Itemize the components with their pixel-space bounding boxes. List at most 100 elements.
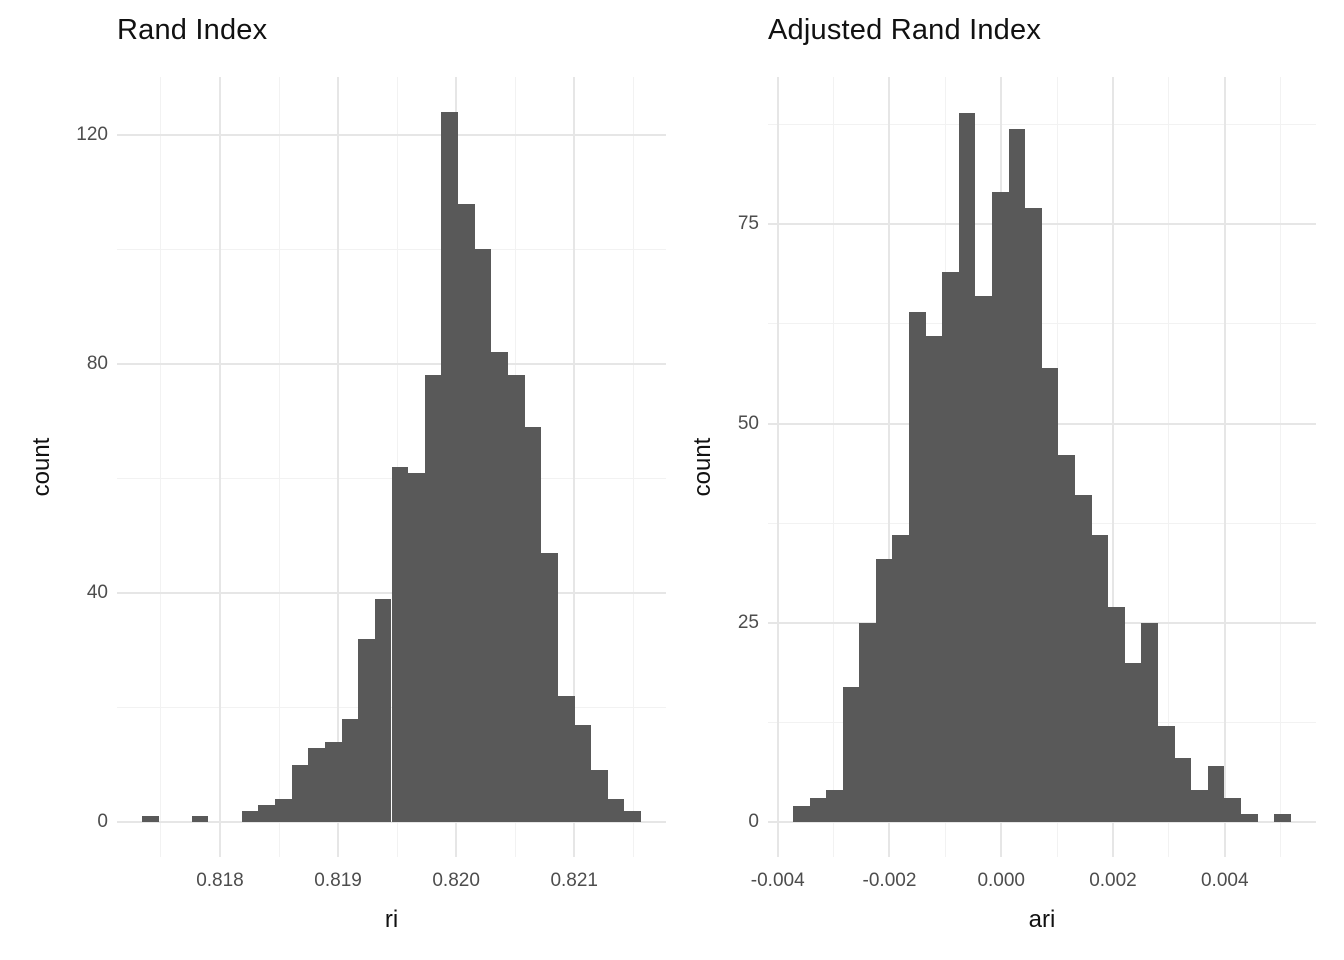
gridline-x-major <box>776 77 779 857</box>
y-tick-label: 75 <box>737 213 759 235</box>
histogram-bar <box>1174 758 1192 822</box>
gridline-x-minor <box>1168 77 1170 857</box>
plot-title-adjusted-rand-index: Adjusted Rand Index <box>768 14 1042 46</box>
histogram-bar <box>909 311 926 822</box>
gridline-x-major <box>1111 77 1114 857</box>
histogram-bar <box>1008 128 1026 822</box>
gridline-x-major <box>1223 77 1226 857</box>
gridline-y-minor <box>117 248 666 250</box>
histogram-bar <box>1075 495 1092 822</box>
y-axis-title-left: count <box>28 437 55 497</box>
histogram-bar <box>324 741 342 822</box>
x-tick-label: 0.000 <box>977 870 1025 891</box>
gridline-y-major <box>117 821 666 823</box>
x-tick-label: 0.821 <box>550 870 598 891</box>
histogram-bar <box>1191 790 1208 822</box>
histogram-bar <box>809 798 827 822</box>
gridline-y-major <box>117 362 666 365</box>
gridline-x-minor <box>833 77 835 857</box>
histogram-bar <box>191 816 209 822</box>
histogram-bar <box>141 816 159 822</box>
histogram-bar <box>408 472 425 822</box>
histogram-bar <box>925 335 943 822</box>
gridline-y-major <box>768 821 1316 823</box>
gridline-x-minor <box>632 77 634 857</box>
histogram-bar <box>942 272 959 822</box>
y-tick-label: 25 <box>737 611 759 633</box>
histogram-bar <box>308 747 325 822</box>
histogram-bar <box>374 598 392 822</box>
histogram-bar <box>842 686 860 822</box>
histogram-bar <box>992 192 1009 822</box>
histogram-bar <box>258 804 275 822</box>
histogram-bar <box>458 203 475 822</box>
histogram-bar <box>1207 766 1225 822</box>
histogram-bar <box>624 810 642 822</box>
y-axis-title-right: count <box>689 437 716 497</box>
gridline-y-minor <box>768 124 1316 126</box>
histogram-bar <box>1274 814 1291 822</box>
plot-panel-adjusted-rand-index <box>768 77 1316 857</box>
histogram-bar <box>341 718 359 822</box>
gridline-x-major <box>337 77 340 857</box>
gridline-x-minor <box>278 77 280 857</box>
histogram-bar <box>557 696 575 822</box>
y-tick-label: 40 <box>86 581 108 603</box>
x-tick-label: -0.004 <box>750 870 805 891</box>
gridline-x-major <box>888 77 891 857</box>
histogram-bar <box>491 352 508 822</box>
x-tick-label: 0.004 <box>1200 870 1249 891</box>
histogram-bar <box>1224 798 1241 822</box>
histogram-bar <box>826 790 843 822</box>
histogram-bar <box>792 806 810 822</box>
y-tick-label: 80 <box>86 352 108 374</box>
histogram-bar <box>591 770 608 822</box>
x-tick-label: 0.820 <box>432 870 480 891</box>
y-tick-label: 50 <box>737 412 759 434</box>
histogram-bar <box>958 112 976 822</box>
histogram-bar <box>424 375 442 822</box>
histogram-bar <box>1241 814 1258 822</box>
x-axis-title-ari: ari <box>1028 906 1056 933</box>
histogram-bar <box>1041 367 1059 822</box>
histogram-bar <box>358 638 375 822</box>
histogram-bar <box>1124 662 1142 822</box>
x-tick-label: -0.002 <box>862 870 917 891</box>
histogram-bar <box>875 559 893 822</box>
gridline-x-major <box>573 77 576 857</box>
histogram-bar <box>975 296 993 822</box>
histogram-bar <box>474 249 492 822</box>
histogram-bar <box>607 799 625 822</box>
histogram-bar <box>507 375 525 822</box>
histogram-bar <box>1158 726 1175 822</box>
plot-title-rand-index: Rand Index <box>117 14 268 46</box>
histogram-bar <box>892 535 910 822</box>
histogram-bar <box>275 799 292 822</box>
histogram-bar <box>241 810 259 822</box>
histogram-bar <box>441 111 459 822</box>
histogram-bar <box>541 552 558 822</box>
y-tick-label: 0 <box>748 811 759 832</box>
y-tick-label: 0 <box>97 811 108 832</box>
histogram-bar <box>1025 208 1042 822</box>
gridline-y-major <box>117 133 666 136</box>
histogram-bar <box>524 426 542 822</box>
x-axis-title-ri: ri <box>384 906 399 933</box>
gridline-x-minor <box>1280 77 1282 857</box>
gridline-y-minor <box>768 323 1316 325</box>
x-tick-label: 0.819 <box>314 870 362 891</box>
plot-panel-rand-index <box>117 77 666 857</box>
x-tick-label: 0.818 <box>196 870 244 891</box>
gridline-x-minor <box>160 77 162 857</box>
histogram-bar <box>1141 622 1159 822</box>
histogram-bar <box>574 724 592 822</box>
y-tick-label: 120 <box>76 123 108 145</box>
histogram-bar <box>1058 455 1076 822</box>
histogram-bar <box>391 467 409 822</box>
gridline-x-major <box>218 77 221 857</box>
histogram-bar <box>1108 606 1125 822</box>
gridline-y-major <box>768 223 1316 226</box>
histogram-bar <box>291 764 309 822</box>
histogram-bar <box>859 622 876 822</box>
